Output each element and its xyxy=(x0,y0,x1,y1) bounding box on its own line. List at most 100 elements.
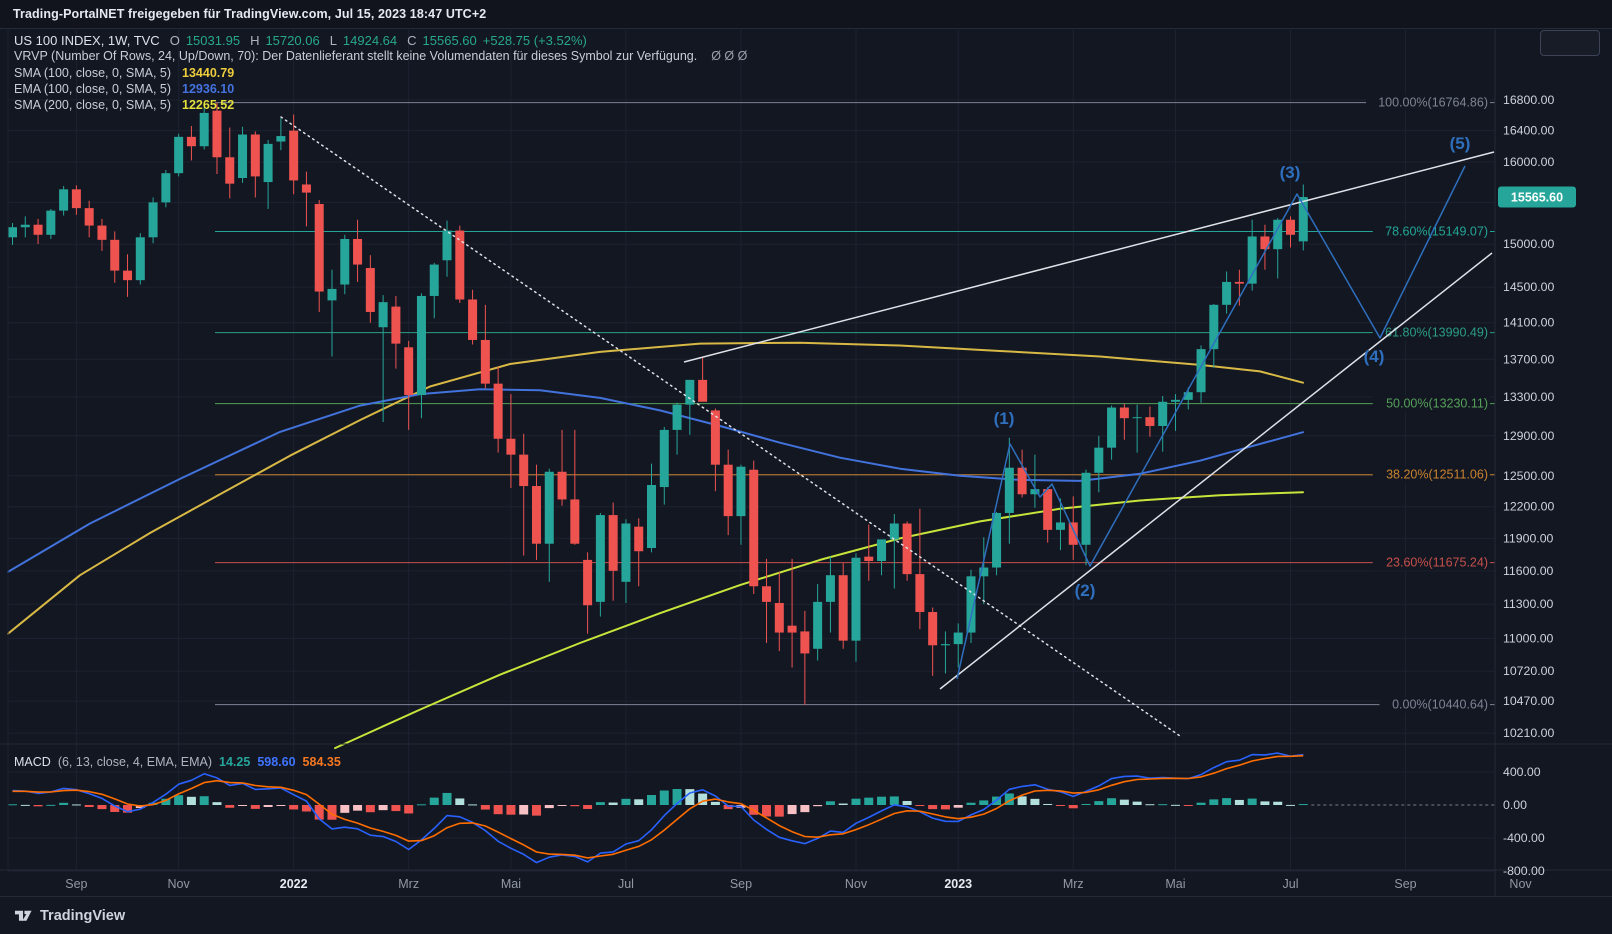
sma200-legend-row[interactable]: SMA (200, close, 0, SMA, 5) 12265.52 xyxy=(14,98,747,114)
wave-label-(1)[interactable]: (1) xyxy=(994,409,1015,428)
sma200-line[interactable] xyxy=(334,491,1304,750)
macd-line[interactable] xyxy=(12,752,1304,864)
low-label: L xyxy=(329,33,337,48)
fib-label[interactable]: 0.00%(10440.64) xyxy=(1392,698,1488,712)
candle-body xyxy=(1196,349,1206,393)
macd-hist-bar xyxy=(1222,798,1232,805)
macd-hist-bar xyxy=(979,800,989,805)
macd-hist-bar xyxy=(915,805,925,806)
wave-label-(4)[interactable]: (4) xyxy=(1364,347,1385,366)
fib-label[interactable]: 38.20%(12511.06) xyxy=(1386,468,1488,482)
candle-body xyxy=(148,202,158,238)
macd-hist-bar xyxy=(301,805,311,812)
time-axis[interactable]: Sep Nov 2022 Mrz Mai Jul Sep Nov 2023 Mrz Mai Jul Se… xyxy=(65,877,1532,891)
candle-body xyxy=(621,523,631,582)
candle-body xyxy=(404,347,414,396)
trendlines[interactable] xyxy=(280,116,1495,737)
high-value: 15720.06 xyxy=(265,33,320,48)
dotted-trendline[interactable] xyxy=(280,116,1181,737)
candle-body xyxy=(877,539,887,561)
macd-tick-label: 400.00 xyxy=(1503,765,1541,779)
macd-hist-bar xyxy=(710,801,720,805)
macd-hist-bar xyxy=(570,805,580,807)
time-tick-2022: 2022 xyxy=(280,877,308,891)
candle-body xyxy=(647,485,656,549)
candle-body xyxy=(685,379,695,405)
macd-hist-bar xyxy=(877,796,887,805)
macd-hist-bar xyxy=(1119,799,1129,805)
macd-hist-bar xyxy=(365,805,375,813)
time-tick-Mai: Mai xyxy=(1165,877,1185,891)
ema100-line[interactable] xyxy=(7,388,1304,573)
candle-body xyxy=(391,306,401,344)
candle-body xyxy=(583,559,593,606)
broadcast-title: Trading-PortalNET freigegeben für Tradin… xyxy=(13,7,487,21)
candle-body xyxy=(1043,489,1053,530)
macd-hist-bar xyxy=(889,796,899,805)
candle-body xyxy=(659,429,669,488)
candle-body xyxy=(506,438,516,455)
macd-hist-bar xyxy=(519,805,529,815)
sma100-legend-row[interactable]: SMA (100, close, 0, SMA, 5) 13440.79 xyxy=(14,66,747,82)
macd-hist-bar xyxy=(685,789,695,805)
candle-body xyxy=(608,515,618,571)
macd-hist-bar xyxy=(557,805,567,806)
wave-label-(5)[interactable]: (5) xyxy=(1450,134,1471,153)
high-label: H xyxy=(250,33,260,48)
candle-body xyxy=(1030,489,1040,495)
candle-body xyxy=(1055,522,1065,530)
fib-label[interactable]: 23.60%(11675.24) xyxy=(1386,556,1488,570)
candle-body xyxy=(84,208,94,226)
fib-label[interactable]: 78.60%(15149.07) xyxy=(1385,224,1488,238)
fib-label[interactable]: 100.00%(16764.86) xyxy=(1378,96,1488,110)
candle-body xyxy=(1170,399,1180,402)
candle-body xyxy=(250,134,260,177)
tradingview-logo-icon xyxy=(14,910,32,921)
elliott-wave-path[interactable] xyxy=(956,165,1466,680)
time-tick-Sep: Sep xyxy=(730,877,752,891)
wave-label-(2)[interactable]: (2) xyxy=(1075,581,1096,600)
tradingview-logo[interactable]: TradingView xyxy=(14,906,125,925)
price-tick-label: 10720.00 xyxy=(1503,664,1554,678)
macd-hist-bar xyxy=(621,798,631,805)
macd-hist-bar xyxy=(1260,801,1270,805)
macd-hist-bar xyxy=(1298,804,1308,806)
macd-legend-row[interactable]: MACD (6, 13, close, 4, EMA, EMA) 14.25 5… xyxy=(14,755,341,769)
price-axis[interactable]: 16800.00 16400.00 16000.00 15000.00 14500.00… xyxy=(1498,93,1576,878)
fib-label[interactable]: 61.80%(13990.49) xyxy=(1385,326,1488,340)
wave-label-(3)[interactable]: (3) xyxy=(1280,163,1301,182)
candle-body xyxy=(1222,281,1232,305)
elliott-wave[interactable]: (1) (2) (3) (4) (5) xyxy=(956,134,1471,680)
trendline-1[interactable] xyxy=(939,252,1493,690)
sma100-value: 13440.79 xyxy=(182,65,235,80)
macd-signal-line[interactable] xyxy=(12,754,1304,859)
macd-tick-label: 0.00 xyxy=(1503,798,1527,812)
macd-hist-bar xyxy=(1081,803,1091,805)
macd-hist-bar xyxy=(774,805,784,817)
fib-label[interactable]: 50.00%(13230.11) xyxy=(1386,397,1488,411)
macd-hist-bar xyxy=(851,798,861,805)
sma100-line[interactable] xyxy=(7,341,1304,635)
vrvp-legend-row[interactable]: VRVP (Number Of Rows, 24, Up/Down, 70): … xyxy=(14,49,747,65)
candle-body xyxy=(442,230,452,261)
chart-plot-area[interactable] xyxy=(8,28,1495,870)
macd-hist-bar xyxy=(583,805,593,809)
macd-hist-bar xyxy=(940,805,950,810)
candle-body xyxy=(327,288,337,301)
macd-hist-bar xyxy=(353,805,363,811)
macd-hist-bar xyxy=(455,798,465,805)
collapsed-panel-button[interactable] xyxy=(1540,30,1600,56)
fib-retracement[interactable]: 100.00%(16764.86) 78.60%(15149.07) 61.80%(… xyxy=(215,94,1495,713)
macd-hist-bar xyxy=(327,805,337,820)
moving-averages[interactable] xyxy=(7,341,1304,750)
macd-hist-bar xyxy=(71,804,81,806)
ema100-legend-row[interactable]: EMA (100, close, 0, SMA, 5) 12936.10 xyxy=(14,82,747,98)
macd-hist-bar xyxy=(1004,793,1014,805)
time-tick-2023: 2023 xyxy=(944,877,972,891)
trendline-0[interactable] xyxy=(683,151,1495,363)
candle-body xyxy=(71,189,81,209)
symbol-legend-row[interactable]: US 100 INDEX, 1W, TVC O 15031.95 H 15720.0… xyxy=(14,33,747,49)
candle-body xyxy=(314,204,324,292)
macd-hist-bar xyxy=(110,805,120,812)
